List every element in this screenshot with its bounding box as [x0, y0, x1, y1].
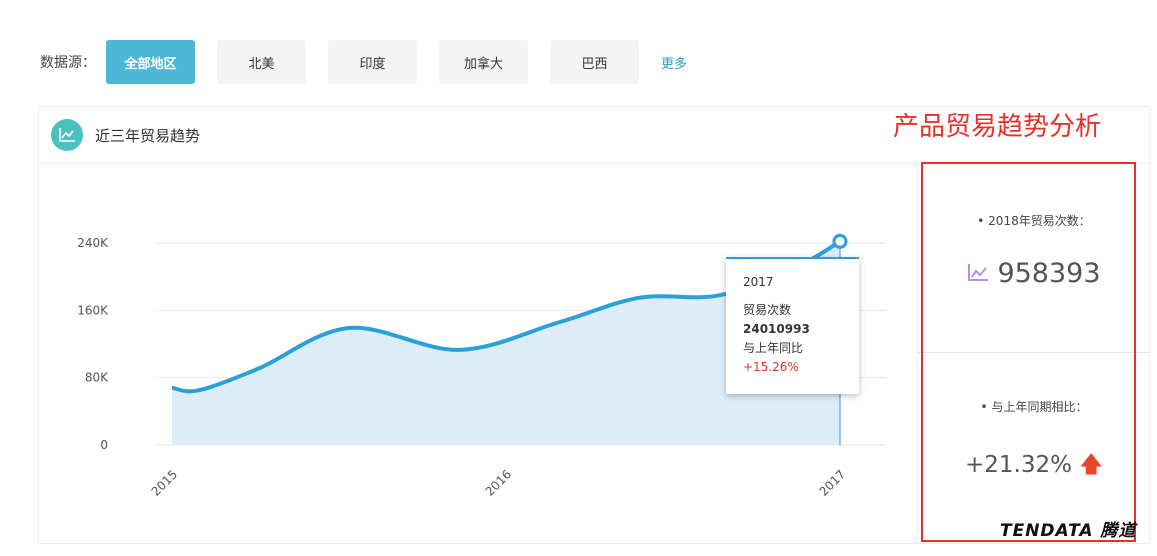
arrow-up-icon: 🡅	[1079, 452, 1103, 478]
data-source-filter: 数据源： 全部地区 北美 印度 加拿大 巴西 更多	[40, 40, 687, 84]
panel-title: 近三年贸易趋势	[95, 126, 201, 145]
x-tick-label: 2016	[483, 467, 514, 498]
yoy-value: +21.32% 🡅	[918, 448, 1150, 487]
yoy-label: • 与上年同期相比：	[980, 400, 1088, 414]
more-link[interactable]: 更多	[661, 56, 688, 72]
tooltip-compare: +15.26%	[743, 360, 799, 374]
filter-all-regions[interactable]: 全部地区	[106, 40, 195, 84]
tooltip-metric: 贸易次数	[743, 303, 792, 317]
line-chart-icon	[968, 264, 989, 281]
tendata-logo: TENDATA 腾道	[1000, 521, 1137, 541]
y-tick-label: 240K	[77, 236, 109, 250]
stats-sidebar: • 2018年贸易次数： 958393 • 与上年同期相比： +21.32% 🡅	[917, 164, 1150, 543]
filter-north-america[interactable]: 北美	[217, 40, 306, 84]
y-tick-label: 80K	[85, 371, 109, 385]
x-tick-label: 2015	[149, 467, 180, 498]
y-tick-label: 160K	[77, 303, 109, 317]
tooltip-value: 24010993	[743, 322, 810, 336]
panel-header: 近三年贸易趋势	[39, 107, 1149, 164]
annotation-box	[921, 162, 1136, 542]
tooltip-year: 2017	[743, 275, 774, 289]
filter-india[interactable]: 印度	[328, 40, 417, 84]
trade-count-number: 958393	[997, 258, 1101, 289]
yoy-number: +21.32%	[965, 452, 1072, 478]
chart-tooltip: 2017 贸易次数 24010993 与上年同比 +15.26%	[726, 257, 859, 394]
trend-panel: 近三年贸易趋势 • 2018年贸易次数： 958393 • 与上年同期相比： +…	[38, 106, 1150, 544]
filter-brazil[interactable]: 巴西	[550, 40, 639, 84]
line-chart-icon	[51, 119, 83, 151]
filter-canada[interactable]: 加拿大	[439, 40, 528, 84]
data-source-label: 数据源：	[40, 55, 96, 71]
trade-count-label: • 2018年贸易次数：	[977, 214, 1091, 228]
annotation-text: 产品贸易趋势分析	[893, 112, 1102, 142]
data-point-active	[832, 233, 848, 249]
x-tick-label: 2017	[817, 467, 848, 498]
tooltip-compare-label: 与上年同比	[743, 341, 804, 355]
divider	[918, 352, 1150, 353]
series-area	[172, 241, 840, 445]
trade-count-value: 958393	[918, 258, 1150, 289]
y-tick-label: 0	[100, 438, 108, 452]
